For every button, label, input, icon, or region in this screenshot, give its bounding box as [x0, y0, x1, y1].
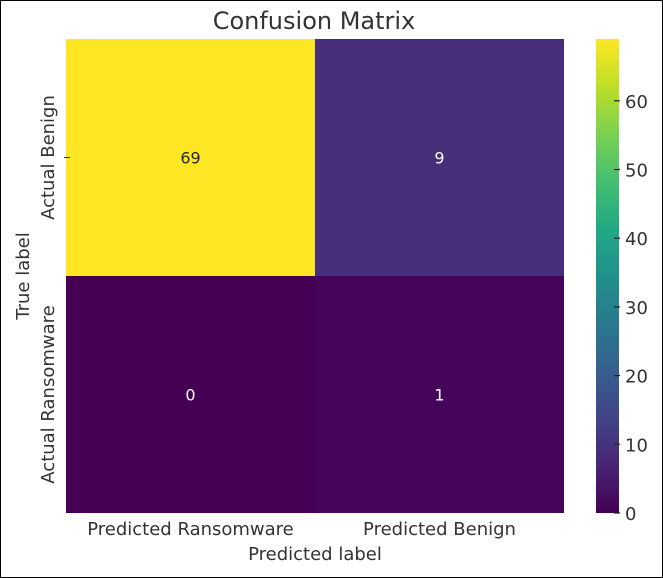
colorbar-tick-label: 20	[625, 367, 648, 388]
y-tick-label: Actual Ransomware	[38, 305, 59, 483]
heatmap-cell-labels: 69 9 0 1	[180, 149, 444, 405]
cell-value-label: 69	[180, 149, 200, 168]
colorbar-tick-label: 40	[625, 229, 648, 250]
colorbar-ticks: 0 10 20 30 40 50 60	[614, 92, 648, 525]
cell-value-label: 0	[185, 386, 195, 405]
heatmap-cells	[66, 39, 564, 513]
cell-value-label: 1	[434, 386, 444, 405]
heatmap-cell	[66, 39, 315, 276]
y-tick-label: Actual Benign	[38, 95, 59, 220]
heatmap-cell	[66, 276, 315, 513]
y-axis-ticks: Actual Benign Actual Ransomware	[38, 95, 70, 484]
heatmap-cell	[315, 276, 564, 513]
x-axis-ticks: Predicted Ransomware Predicted Benign	[87, 519, 516, 540]
cell-value-label: 9	[434, 149, 444, 168]
colorbar-tick-label: 0	[625, 504, 636, 525]
colorbar-tick-label: 10	[625, 435, 648, 456]
x-axis-label: Predicted label	[248, 544, 382, 565]
y-axis-label: True label	[13, 232, 34, 321]
colorbar-tick-label: 50	[625, 161, 648, 182]
colorbar-tick-label: 60	[625, 92, 648, 113]
chart-title: Confusion Matrix	[213, 7, 416, 35]
x-tick-label: Predicted Benign	[363, 519, 516, 540]
colorbar-tick-label: 30	[625, 298, 648, 319]
colorbar	[596, 39, 619, 513]
heatmap-cell	[315, 39, 564, 276]
x-tick-label: Predicted Ransomware	[87, 519, 294, 540]
